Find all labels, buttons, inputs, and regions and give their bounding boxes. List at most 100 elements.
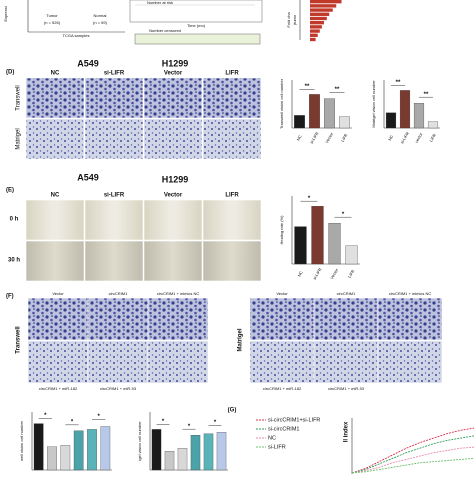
micrograph — [377, 297, 443, 341]
bar — [164, 450, 175, 471]
bar — [294, 115, 305, 129]
bar — [216, 432, 227, 471]
label: si-circCRIM1+si-LIFR — [268, 417, 320, 423]
micrograph — [27, 340, 89, 384]
series-line — [351, 457, 474, 474]
bar — [310, 21, 324, 25]
label: * — [162, 419, 165, 425]
micrograph — [84, 118, 144, 160]
label: Transwell vision cell number — [279, 78, 284, 129]
label: ** — [396, 80, 401, 86]
micrograph — [25, 199, 85, 241]
label: NC — [297, 270, 304, 278]
micrograph — [27, 297, 89, 341]
label: LIFR — [225, 71, 239, 77]
label: NC — [268, 435, 276, 441]
label: si-LIFR — [312, 267, 323, 281]
label: H1299 — [162, 174, 189, 184]
label: (G) — [228, 408, 237, 414]
label: A549 — [77, 58, 99, 68]
bar — [87, 429, 97, 471]
label: TCGA samples — [63, 33, 90, 38]
label: Matrigel — [16, 128, 22, 149]
label: well vision cell number — [19, 420, 24, 461]
label: * — [71, 419, 74, 425]
bar — [311, 206, 324, 265]
bar — [413, 103, 425, 129]
bar — [324, 98, 335, 129]
label: Vector — [324, 131, 334, 144]
micrograph — [202, 199, 262, 241]
label: NC — [51, 71, 60, 77]
label: ** — [335, 87, 340, 93]
layout — [27, 0, 301, 45]
micrograph — [313, 297, 379, 341]
series-line — [351, 446, 474, 474]
label: Matrigel — [238, 328, 244, 351]
label: si-circCRIM1 — [268, 426, 299, 432]
label: circCRIM1 + miR-182 — [263, 386, 302, 391]
micrograph — [25, 77, 85, 119]
label: Vector — [52, 291, 64, 296]
label: (n = 526) — [44, 20, 61, 25]
bar — [47, 446, 57, 471]
bar — [345, 245, 358, 265]
micrograph — [84, 77, 144, 119]
label: NC — [51, 193, 60, 199]
bar — [310, 16, 327, 21]
bar — [310, 37, 316, 42]
bar — [190, 435, 201, 471]
label: Vector — [164, 193, 183, 199]
bar — [203, 433, 214, 471]
bar — [427, 121, 439, 129]
label: A549 — [77, 172, 99, 182]
label: (tumo — [292, 14, 297, 25]
micrograph — [202, 77, 262, 119]
micrograph — [143, 240, 203, 282]
label: Fold cha — [286, 12, 291, 28]
label: circCRIM1 — [337, 291, 356, 296]
micrograph — [84, 199, 144, 241]
label: circCRIM1 + mimics NC — [157, 291, 200, 296]
bar — [399, 90, 411, 129]
label: * — [214, 420, 217, 426]
micrograph — [87, 340, 149, 384]
label: NC — [296, 134, 303, 142]
label: * — [188, 424, 191, 430]
label: si-LIFR — [309, 131, 320, 145]
label: 0 h — [10, 217, 19, 223]
micrograph — [249, 297, 315, 341]
label: circCRIM1 + mimics NC — [389, 291, 432, 296]
bar — [151, 429, 162, 471]
bar — [385, 112, 397, 129]
label: Transwell — [16, 85, 22, 110]
label: vector — [414, 131, 424, 144]
micrograph — [202, 240, 262, 282]
micrograph — [147, 340, 209, 384]
bar — [60, 445, 71, 471]
label: Tumor — [46, 13, 58, 18]
label: (n = 59) — [93, 20, 108, 25]
label: circCRIM1 + miR-93 — [100, 386, 137, 391]
bar — [310, 0, 342, 4]
label: Time (mo) — [187, 23, 206, 28]
label: * — [308, 196, 311, 202]
label: circCRIM1 + miR-93 — [328, 386, 365, 391]
label: ** — [305, 84, 310, 90]
label: Number censored — [149, 28, 181, 33]
bar — [294, 226, 307, 265]
label: Vector — [164, 71, 183, 77]
label: LIFR — [225, 193, 239, 199]
label: circCRIM1 — [109, 291, 128, 296]
micrograph — [143, 77, 203, 119]
label: LIFR — [347, 269, 356, 279]
label: * — [342, 212, 345, 218]
micrograph — [249, 340, 315, 384]
label: ll index — [344, 421, 350, 442]
micrograph — [25, 118, 85, 160]
label: LIFR — [340, 133, 349, 143]
bar — [310, 33, 318, 37]
bar — [310, 25, 322, 29]
